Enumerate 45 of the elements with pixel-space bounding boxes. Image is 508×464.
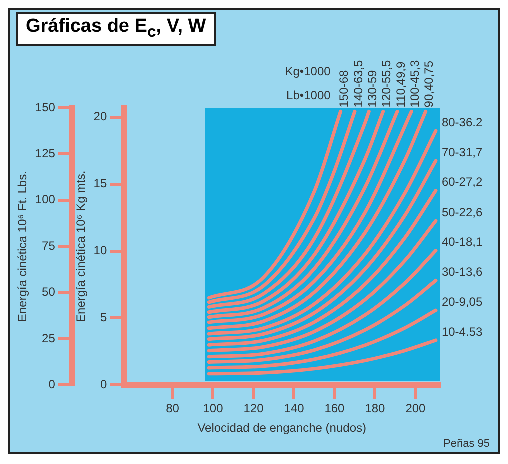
chart-title: Gráficas de E$_{c}$, V, W: [16, 12, 216, 46]
x-tick-label: 80: [166, 402, 180, 416]
text: 100-45,3: [408, 60, 422, 108]
text: 130-59: [365, 70, 380, 108]
y2-tick-label: 10: [94, 243, 108, 258]
line-series: [207, 308, 438, 370]
text: Lb•1000: [286, 88, 332, 102]
series-label: 40-18,1: [442, 234, 483, 249]
y2-tick-label: 15: [94, 176, 108, 190]
series-label: 60-27,2: [442, 174, 483, 189]
series-label: 70-31,7: [442, 145, 483, 160]
series-label: 30-13,6: [442, 264, 483, 279]
line-series: [207, 338, 438, 376]
y-tick-label: 75: [42, 238, 56, 253]
y-axis-title: Energía cinética 10⁶ Ft. Lbs.: [16, 170, 30, 322]
x-tick-label: 100: [203, 402, 224, 416]
text: Peñas 95: [442, 438, 491, 452]
text: 150-68: [337, 70, 352, 108]
y-tick-label: 0: [48, 377, 56, 392]
y2-tick-label: 20: [94, 109, 108, 124]
line-series: [207, 188, 438, 347]
x-tick-label: 160: [324, 402, 346, 416]
series-label: 50-22,6: [442, 205, 483, 220]
text: 120-55,5: [380, 60, 394, 108]
series-label: 80-36.2: [442, 115, 483, 130]
x-axis-title: Velocidad de enganche (nudos): [198, 420, 366, 435]
text: 90,40,75: [422, 60, 436, 108]
series-label: 10-4.53: [442, 324, 483, 339]
y-tick-label: 150: [35, 100, 56, 114]
series-label: 20-9,05: [442, 294, 483, 309]
y-tick-label: 100: [35, 192, 56, 207]
text: Kg•1000: [285, 64, 332, 78]
text: 110,49,9: [394, 61, 408, 108]
line-series: [207, 219, 438, 352]
y-tick-label: 50: [42, 284, 56, 299]
y2-axis-title: Energía cinética 10⁶ Kg mts.: [74, 170, 88, 322]
x-tick-label: 180: [365, 402, 386, 416]
x-tick-label: 200: [406, 402, 426, 416]
x-tick-label: 120: [244, 402, 264, 416]
text: 140-63,5: [351, 60, 366, 108]
y2-tick-label: 5: [100, 310, 108, 324]
x-tick-label: 140: [284, 402, 305, 416]
y-tick-label: 125: [35, 146, 56, 160]
y2-tick-label: 0: [100, 377, 108, 392]
y-tick-label: 25: [42, 331, 56, 346]
